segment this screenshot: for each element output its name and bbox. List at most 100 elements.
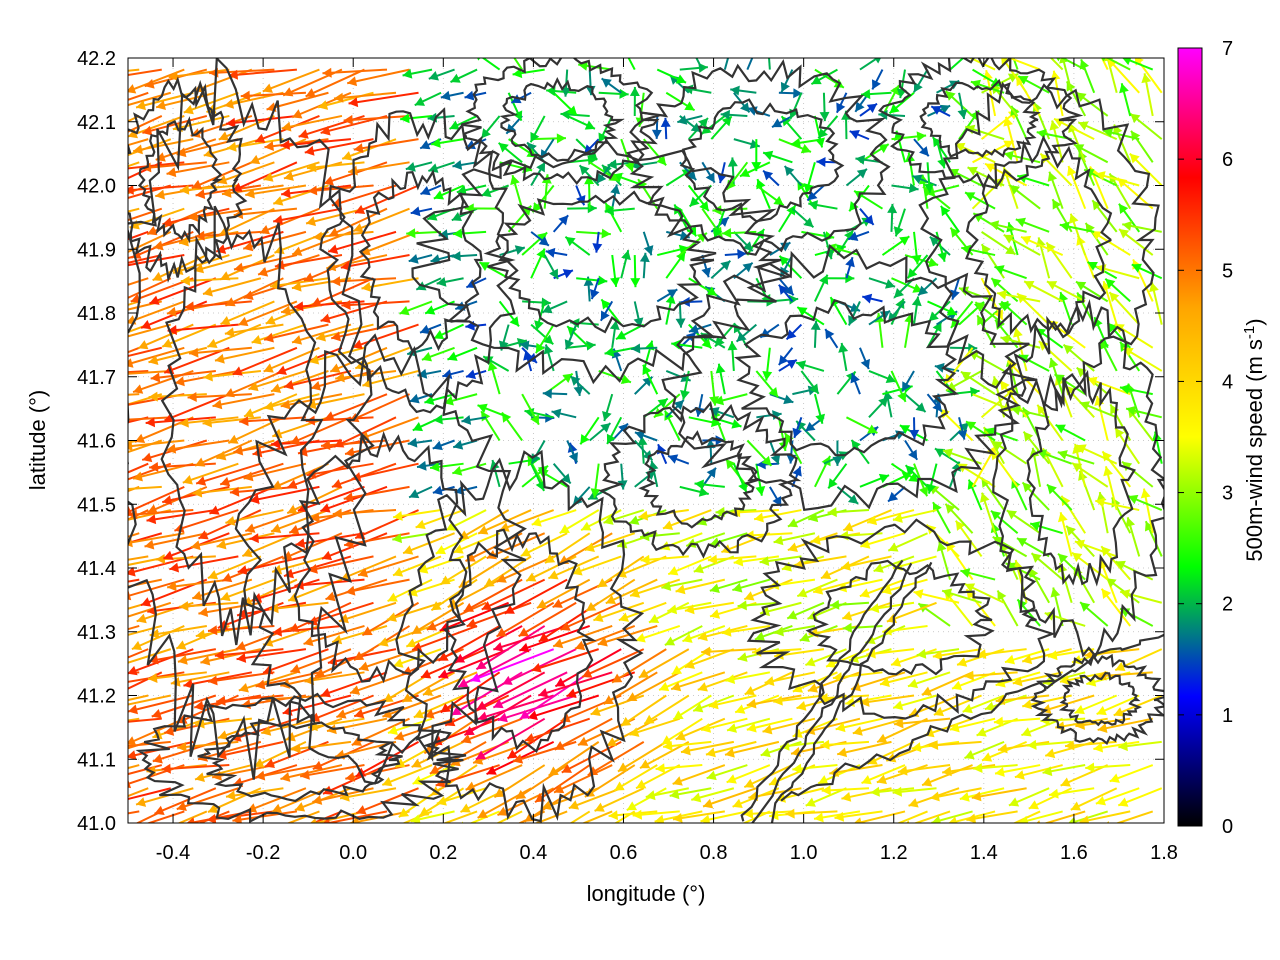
wind-arrow — [518, 601, 577, 638]
wind-arrow — [656, 288, 678, 303]
wind-arrow — [634, 430, 658, 442]
wind-arrow — [392, 532, 433, 544]
wind-arrow — [1046, 483, 1073, 511]
wind-arrow — [813, 115, 825, 148]
wind-arrow — [433, 184, 464, 200]
wind-arrow — [1046, 280, 1086, 303]
wind-arrow — [452, 159, 478, 170]
wind-arrow — [355, 787, 419, 815]
wind-arrow — [897, 764, 951, 776]
wind-arrow — [335, 369, 397, 383]
wind-arrow — [995, 694, 1050, 706]
wind-arrow — [743, 578, 793, 601]
wind-arrow — [648, 601, 690, 624]
wind-arrow — [1020, 235, 1064, 256]
wind-arrow — [128, 532, 140, 538]
contour-line — [746, 518, 1056, 720]
wind-arrow — [813, 810, 861, 823]
wind-arrow — [149, 624, 207, 639]
wind-arrow — [1015, 217, 1050, 233]
wind-arrow — [128, 91, 149, 101]
wind-arrow — [762, 169, 780, 187]
wind-arrow — [410, 206, 433, 217]
wind-arrow — [128, 764, 163, 776]
wind-arrow — [530, 248, 546, 279]
wind-arrow — [665, 251, 687, 279]
wind-arrow — [294, 300, 365, 312]
wind-arrow — [1042, 764, 1086, 777]
wind-arrow — [585, 578, 636, 612]
wind-arrow — [700, 810, 748, 823]
wind-arrow — [642, 231, 654, 256]
wind-arrow — [688, 416, 722, 428]
wind-arrow — [128, 439, 140, 444]
wind-arrow — [832, 440, 843, 466]
wind-arrow — [617, 741, 667, 773]
wind-arrow — [860, 532, 906, 549]
wind-arrow — [824, 328, 839, 349]
wind-arrow — [708, 694, 757, 710]
wind-arrow — [283, 369, 352, 390]
wind-arrow — [281, 114, 343, 132]
wind-arrow — [248, 370, 307, 392]
wind-arrow — [480, 115, 501, 139]
wind-arrow — [722, 228, 757, 239]
wind-arrow — [1060, 495, 1087, 534]
wind-arrow — [733, 231, 754, 252]
wind-arrow — [128, 138, 149, 147]
wind-arrow — [940, 205, 960, 233]
wind-arrow — [128, 254, 163, 264]
wind-arrow — [848, 300, 861, 326]
wind-arrow — [724, 249, 747, 260]
wind-arrow — [1118, 740, 1162, 752]
wind-arrow — [552, 92, 578, 117]
wind-arrow — [893, 717, 951, 729]
wind-arrow — [349, 671, 410, 695]
contour-line — [805, 559, 995, 676]
wind-arrow — [615, 323, 645, 340]
wind-arrow — [751, 139, 762, 172]
wind-arrow — [192, 485, 252, 498]
wind-arrow — [531, 184, 555, 213]
wind-arrow — [1087, 376, 1131, 396]
wind-arrow — [209, 485, 275, 515]
wind-arrow — [333, 91, 397, 103]
wind-arrow — [739, 161, 771, 178]
wind-arrow — [768, 58, 771, 70]
wind-arrow — [602, 393, 614, 422]
wind-arrow — [835, 717, 883, 733]
contour-line — [679, 98, 845, 223]
wind-arrow — [1012, 671, 1063, 687]
wind-arrow — [128, 485, 140, 493]
wind-arrow — [893, 208, 906, 237]
wind-arrow — [545, 247, 568, 258]
wind-arrow — [333, 416, 397, 448]
wind-arrow — [1117, 787, 1163, 807]
colorbar — [1177, 47, 1203, 827]
wind-arrow — [1125, 517, 1141, 557]
wind-arrow — [630, 255, 641, 288]
wind-arrow — [1036, 404, 1064, 442]
wind-arrow — [1027, 739, 1072, 750]
wind-arrow — [510, 174, 524, 209]
wind-arrow — [701, 646, 757, 657]
wind-arrow — [291, 740, 352, 754]
wind-arrow — [194, 764, 253, 783]
wind-arrow — [271, 438, 343, 449]
wind-arrow — [470, 648, 555, 683]
wind-arrow — [235, 625, 298, 651]
wind-arrow — [128, 323, 172, 338]
wind-arrow — [754, 625, 793, 642]
wind-arrow — [322, 67, 388, 78]
wind-arrow — [932, 648, 982, 661]
wind-arrow — [721, 624, 771, 637]
wind-arrow — [783, 165, 803, 187]
wind-arrow — [560, 109, 590, 120]
wind-arrow — [195, 462, 262, 486]
wind-arrow — [1095, 171, 1140, 187]
wind-arrow — [964, 740, 1005, 760]
wind-arrow — [187, 392, 252, 402]
wind-arrow — [913, 589, 960, 604]
wind-arrow — [778, 277, 795, 296]
wind-arrow — [135, 787, 194, 807]
